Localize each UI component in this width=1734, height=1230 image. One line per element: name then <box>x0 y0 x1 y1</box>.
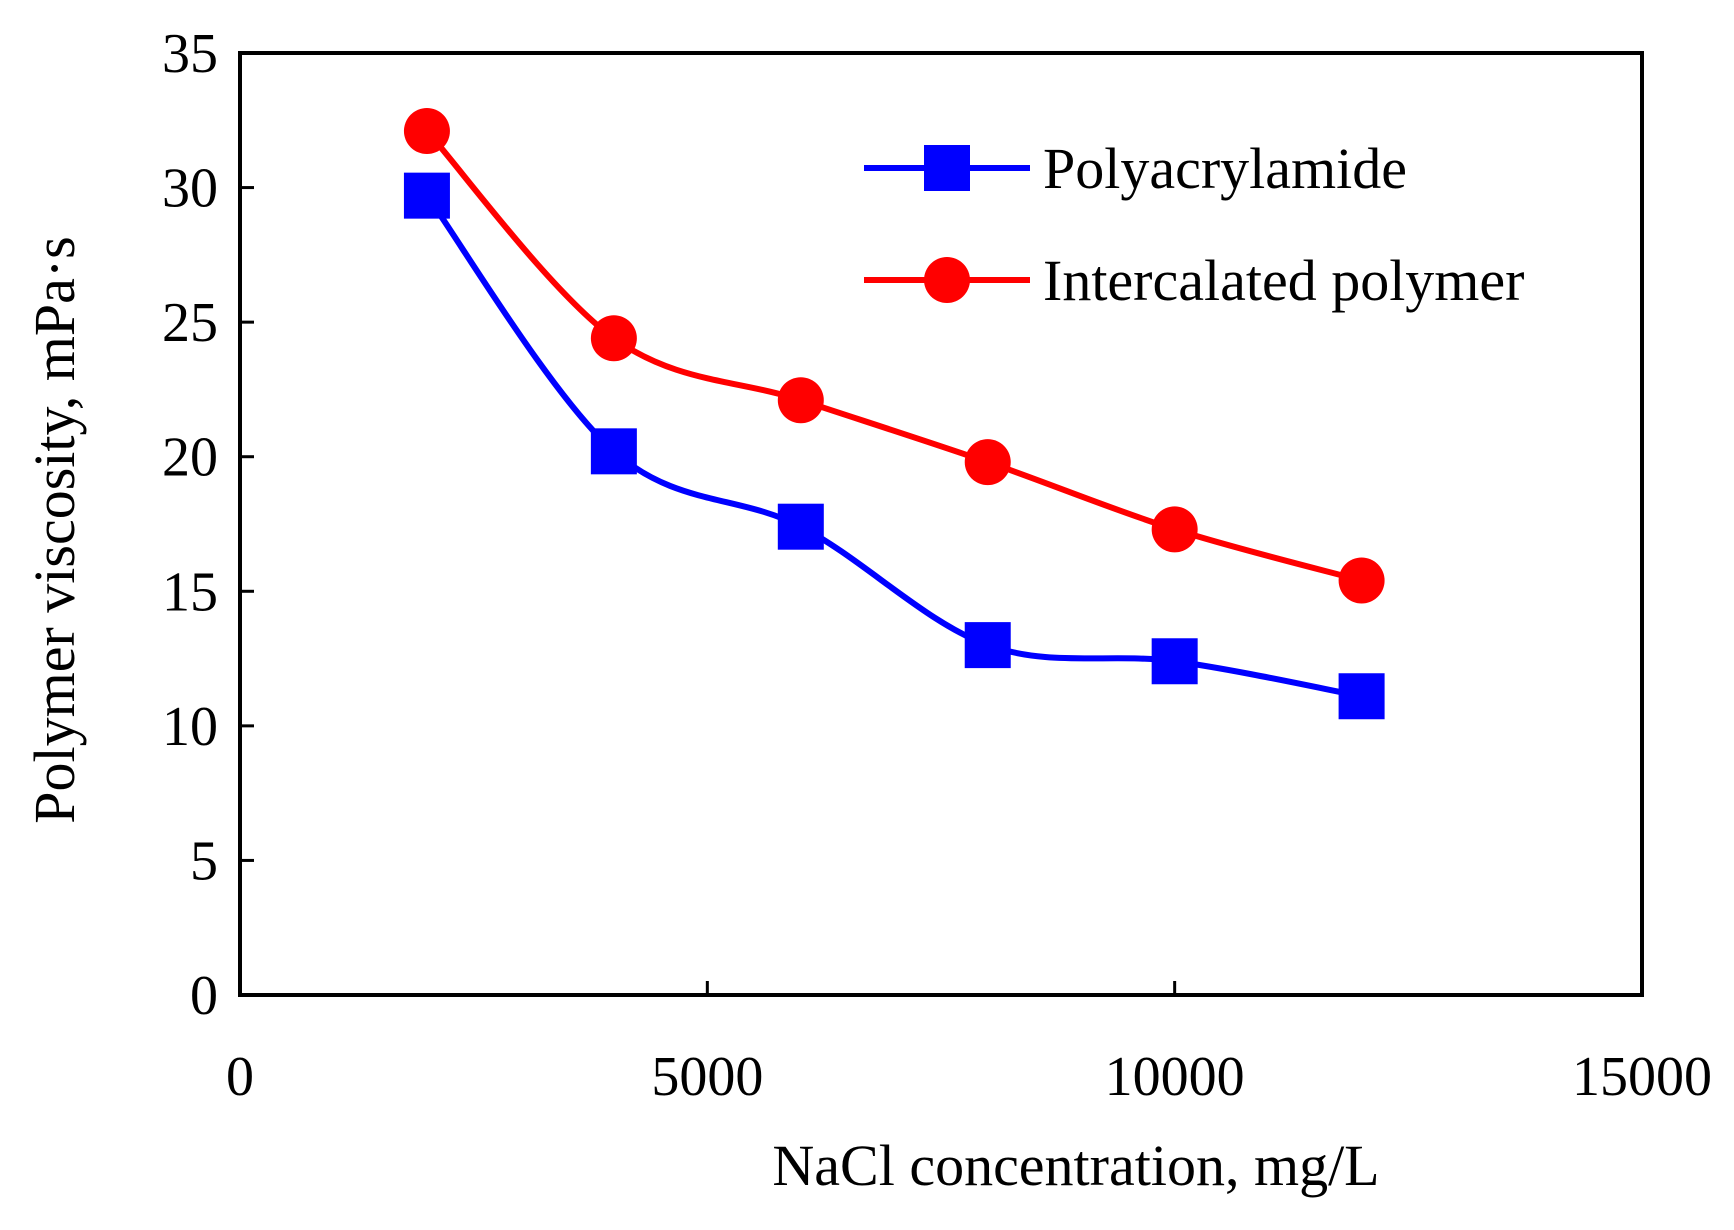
data-point-polyacrylamide <box>590 428 637 475</box>
legend-marker-intercalated-polymer <box>924 257 970 303</box>
y-tick-label: 20 <box>162 427 218 489</box>
x-tick-label: 5000 <box>651 1046 763 1108</box>
data-point-polyacrylamide <box>403 172 450 219</box>
x-axis-title: NaCl concentration, mg/L <box>772 1133 1379 1198</box>
legend-label-polyacrylamide: Polyacrylamide <box>1043 136 1407 201</box>
data-point-polyacrylamide <box>1151 638 1198 685</box>
plot-frame <box>238 51 1644 997</box>
y-tick-label: 10 <box>162 696 218 758</box>
data-point-intercalated-polymer <box>777 377 824 424</box>
y-tick-label: 35 <box>162 23 218 85</box>
data-point-polyacrylamide <box>777 503 824 550</box>
data-point-intercalated-polymer <box>590 315 637 362</box>
x-tick-label: 10000 <box>1105 1046 1245 1108</box>
legend: Polyacrylamide Intercalated polymer <box>864 136 1524 313</box>
y-tick-label: 5 <box>190 830 218 892</box>
y-tick-label: 30 <box>162 158 218 220</box>
data-point-intercalated-polymer <box>964 439 1011 486</box>
data-point-polyacrylamide <box>964 622 1011 669</box>
legend-marker-polyacrylamide <box>924 145 970 191</box>
data-point-intercalated-polymer <box>1338 557 1385 604</box>
y-tick-label: 25 <box>162 292 218 354</box>
x-tick-label: 0 <box>226 1046 254 1108</box>
plot-layer <box>403 108 1385 720</box>
data-point-intercalated-polymer <box>1151 506 1198 553</box>
legend-label-intercalated-polymer: Intercalated polymer <box>1043 248 1524 313</box>
y-tick-label: 0 <box>190 965 218 1027</box>
axes-layer: 0 5 10 15 20 25 30 35 0 5000 10000 15000 <box>162 23 1712 1108</box>
data-point-intercalated-polymer <box>403 108 450 155</box>
y-tick-label: 15 <box>162 561 218 623</box>
y-axis-title: Polymer viscosity, mPa·s <box>22 236 87 824</box>
data-point-polyacrylamide <box>1338 673 1385 720</box>
x-tick-label: 15000 <box>1572 1046 1712 1108</box>
